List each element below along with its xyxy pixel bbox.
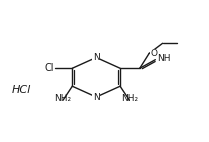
Text: N: N (93, 53, 99, 62)
Text: O: O (150, 49, 157, 58)
Text: Cl: Cl (44, 63, 54, 73)
Text: NH: NH (157, 54, 171, 63)
Text: NH₂: NH₂ (54, 94, 71, 103)
Text: HCl: HCl (12, 85, 31, 95)
Text: N: N (93, 93, 99, 102)
Text: NH₂: NH₂ (121, 94, 138, 103)
